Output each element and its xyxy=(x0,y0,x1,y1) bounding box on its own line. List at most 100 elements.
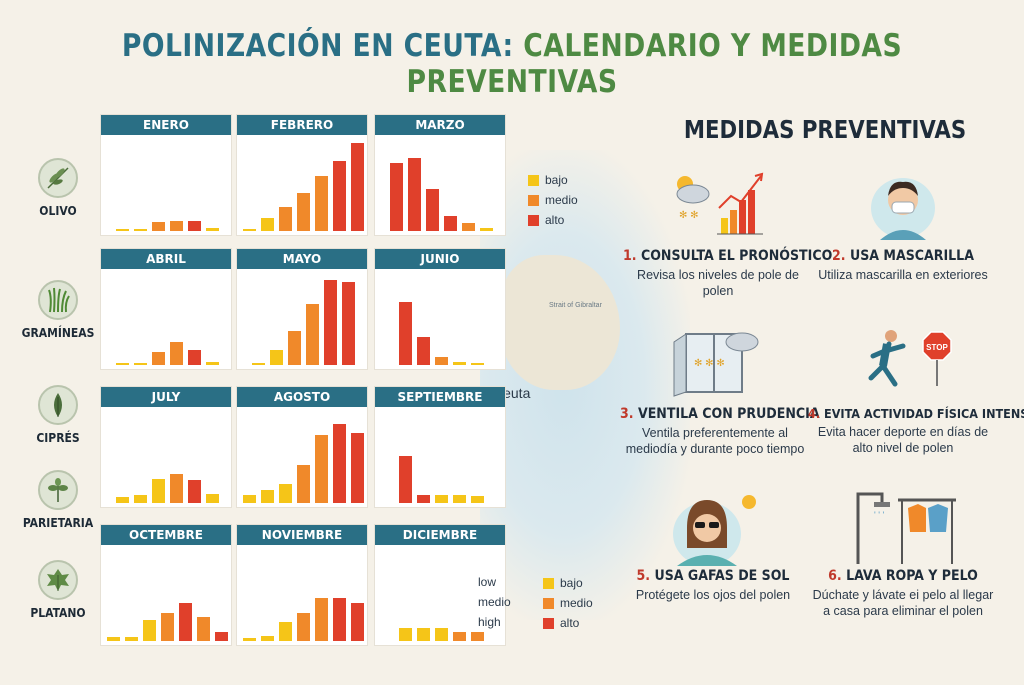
pollen-bar-alto xyxy=(416,336,430,365)
month-panel: MAYO xyxy=(236,248,368,370)
measure-forecast: ✻ ✻ 1. CONSULTA EL PRONÓSTICO Revisa los… xyxy=(623,168,832,299)
legend-medio: medio xyxy=(545,193,578,207)
pollen-bar-alto xyxy=(398,456,412,503)
month-header: OCTEMBRE xyxy=(101,525,231,545)
pollen-bar-alto xyxy=(178,603,192,641)
month-panel: MARZO xyxy=(374,114,506,236)
pollen-bar-alto xyxy=(187,220,201,231)
measure-sunglasses: 5. USA GAFAS DE SOL Protégete los ojos d… xyxy=(618,488,808,603)
month-panel: AGOSTO xyxy=(236,386,368,508)
cypress-icon xyxy=(38,385,78,425)
measure-ventilate: ✻ ✻ ✻ 3. VENTILA CON PRUDENCIA Ventila p… xyxy=(620,326,820,457)
plant-name: GRAMÍNEAS xyxy=(21,326,95,340)
pollen-bar-medio xyxy=(151,351,165,365)
pollen-bar-bajo xyxy=(133,363,147,365)
month-header: DICIEMBRE xyxy=(375,525,505,545)
pollen-bar-bajo xyxy=(151,478,165,503)
plant-olivo: OLIVO xyxy=(18,158,98,218)
title-part-2: CALENDARIO Y MEDIDAS PREVENTIVAS xyxy=(406,28,903,100)
legend-word-medio: medio xyxy=(478,595,511,609)
pollen-bar-medio xyxy=(470,631,484,641)
month-header: AGOSTO xyxy=(237,387,367,407)
pollen-bar-medio xyxy=(461,223,475,231)
pollen-bar-alto xyxy=(214,631,228,641)
plant-name: PLATANO xyxy=(30,606,86,620)
measure-desc: Ventila preferentemente al mediodía y du… xyxy=(625,426,805,456)
measure-desc: Revisa los niveles de pole de polen xyxy=(637,268,799,298)
pollen-bar-alto xyxy=(350,142,364,231)
legend-medio: medio xyxy=(560,596,593,610)
measure-title: 3. VENTILA CON PRUDENCIA xyxy=(620,406,820,422)
pollen-bar-medio xyxy=(169,342,183,365)
month-header: ABRIL xyxy=(101,249,231,269)
measure-mask: 2. USA MASCARILLA Utiliza mascarilla en … xyxy=(808,168,998,283)
pollen-bar-alto xyxy=(416,494,430,503)
pollen-bar-medio xyxy=(169,473,183,503)
bar-group xyxy=(237,543,367,641)
legend-bottom: bajo medio alto xyxy=(543,573,593,633)
pollen-bar-bajo xyxy=(205,228,219,231)
pollen-bar-bajo xyxy=(452,362,466,365)
pollen-bar-bajo xyxy=(242,638,256,641)
month-header: JULY xyxy=(101,387,231,407)
pollen-bar-medio xyxy=(196,616,210,641)
pollen-bar-medio xyxy=(434,356,448,365)
legend-top: bajo medio alto xyxy=(528,170,578,230)
month-panel: ABRIL xyxy=(100,248,232,370)
pollen-bar-alto xyxy=(389,163,403,231)
legend-swatch-medio xyxy=(543,597,554,609)
legend-bajo: bajo xyxy=(545,173,568,187)
pollen-bar-medio xyxy=(296,465,310,503)
measure-title: 4. EVITA ACTIVIDAD FÍSICA INTENSA xyxy=(808,406,1024,421)
pollen-bar-bajo xyxy=(470,496,484,503)
pollen-bar-bajo xyxy=(452,495,466,503)
legend-bajo: bajo xyxy=(560,576,583,590)
legend-words: low medio high xyxy=(478,572,511,632)
shower-clothes-icon: ' ' ' xyxy=(848,488,958,568)
plant-cipres: CIPRÉS xyxy=(18,385,98,445)
bar-group xyxy=(101,267,231,365)
olive-icon xyxy=(38,158,78,198)
pollen-bar-bajo xyxy=(205,493,219,503)
pollen-bar-alto xyxy=(332,424,346,503)
map-coast xyxy=(500,255,620,390)
pollen-bar-alto xyxy=(443,215,457,231)
pollen-bar-bajo xyxy=(434,627,448,641)
month-header: ENERO xyxy=(101,115,231,135)
grass-icon xyxy=(38,280,78,320)
pollen-bar-medio xyxy=(314,176,328,231)
pollen-bar-medio xyxy=(296,612,310,641)
month-panel: SEPTIEMBRE xyxy=(374,386,506,508)
measure-wash: ' ' ' 6. LAVA ROPA Y PELO Dúchate y láva… xyxy=(808,488,998,619)
legend-swatch-medio xyxy=(528,194,539,206)
pollen-bar-alto xyxy=(350,603,364,641)
legend-word-low: low xyxy=(478,575,497,589)
pollen-bar-bajo xyxy=(260,636,274,641)
svg-text:✻ ✻ ✻: ✻ ✻ ✻ xyxy=(694,358,725,369)
month-header: NOVIEMBRE xyxy=(237,525,367,545)
pollen-bar-bajo xyxy=(142,620,156,641)
pollen-bar-alto xyxy=(398,302,412,365)
pollen-bar-alto xyxy=(332,160,346,231)
pollen-bar-medio xyxy=(287,331,301,365)
bar-group xyxy=(375,543,505,641)
pollen-bar-medio xyxy=(452,631,466,641)
measure-desc: Evita hacer deporte en días de alto nive… xyxy=(817,425,989,455)
month-header: SEPTIEMBRE xyxy=(375,387,505,407)
measure-desc: Protégete los ojos del polen xyxy=(635,588,791,602)
bar-group xyxy=(101,133,231,231)
mask-icon xyxy=(858,168,948,248)
pollen-bar-bajo xyxy=(434,494,448,503)
pollen-bar-medio xyxy=(296,193,310,231)
measure-desc: Dúchate y lávate ei pelo al llegar a cas… xyxy=(812,588,994,618)
stop-sign-text: STOP xyxy=(926,343,948,352)
pollen-bar-bajo xyxy=(115,497,129,503)
strait-label: Strait of Gibraltar xyxy=(549,302,602,309)
svg-text:✻ ✻: ✻ ✻ xyxy=(679,210,699,221)
pollen-bar-bajo xyxy=(260,217,274,231)
month-header: MAYO xyxy=(237,249,367,269)
month-panel: OCTEMBRE xyxy=(100,524,232,646)
title-part-1: POLINIZACIÓN EN CEUTA: xyxy=(121,28,514,64)
bar-group xyxy=(101,405,231,503)
pollen-bar-medio xyxy=(160,612,174,641)
